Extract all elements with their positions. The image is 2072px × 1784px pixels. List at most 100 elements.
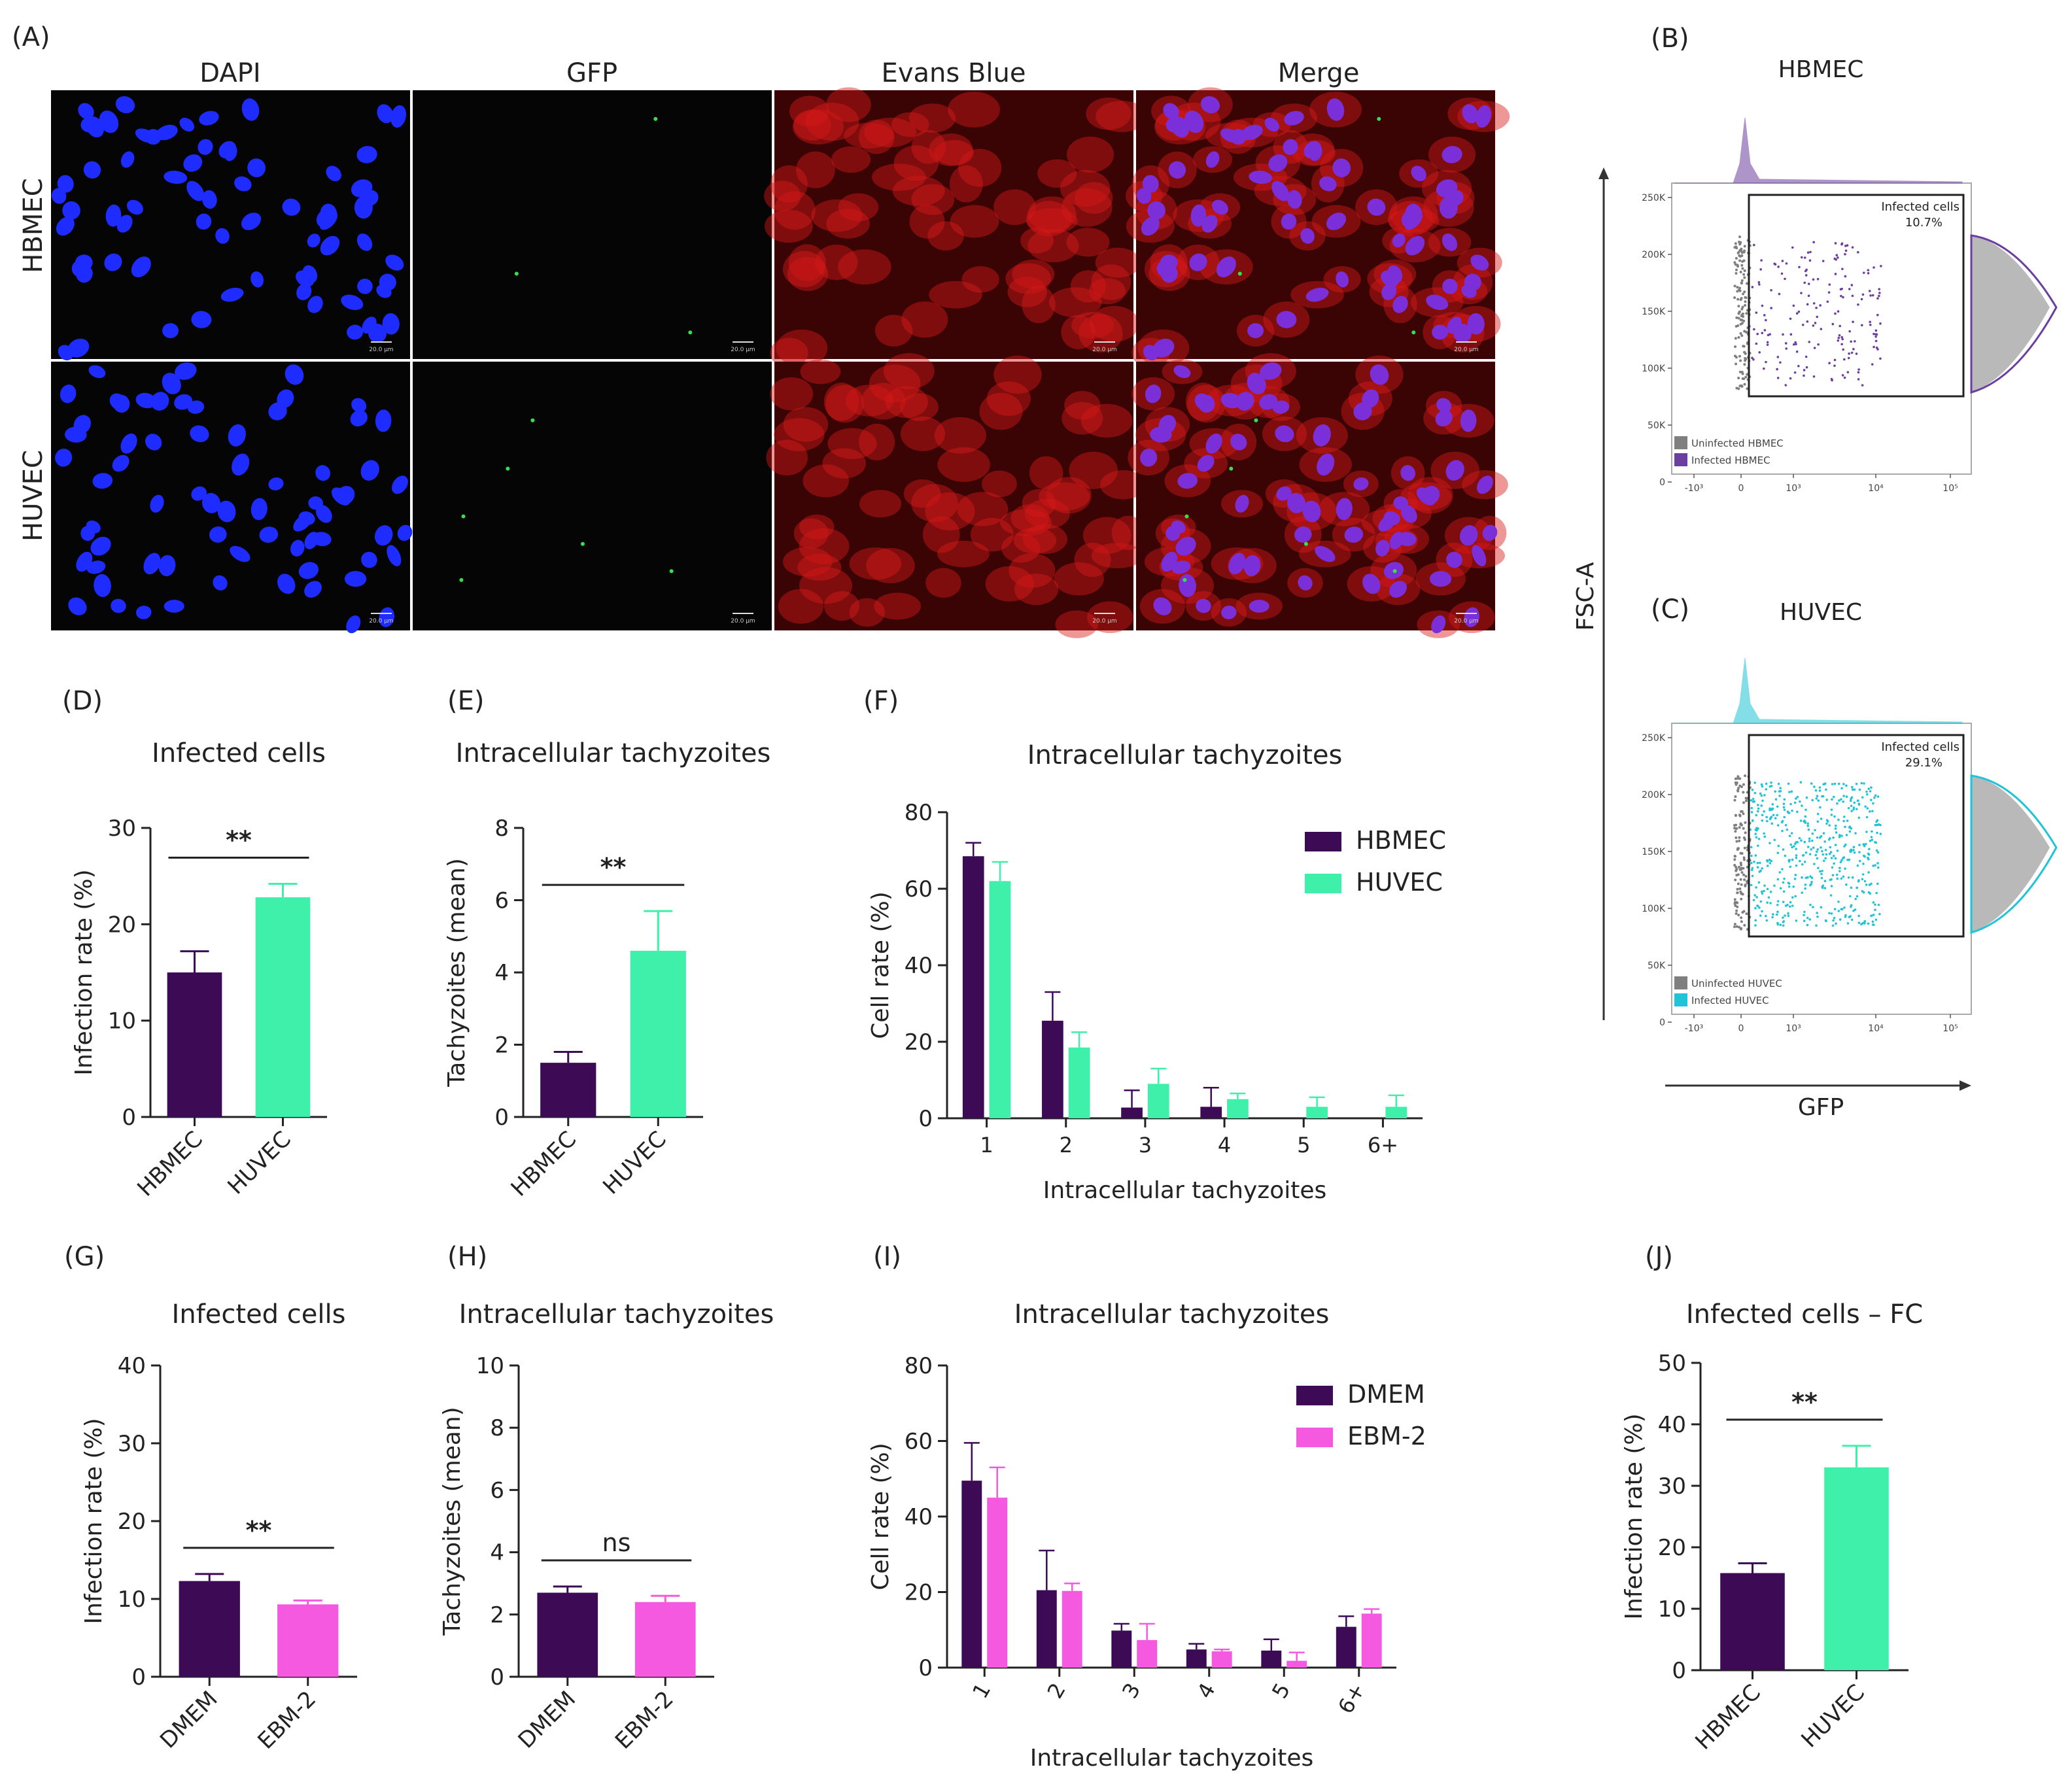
- chart-title: Intracellular tachyzoites: [1027, 740, 1343, 770]
- flow-y-tick: 250K: [1642, 193, 1666, 203]
- flow-legend-label: Uninfected HUVEC: [1691, 978, 1782, 989]
- flow-plot-hbmec: 250K 200K 150K 100K 50K 0 -10³ 0 10³ 10⁴ 10⁵ Infect…: [1642, 117, 2058, 494]
- x-tick-label: 3: [1139, 1133, 1152, 1158]
- panel-c: (C) HUVEC 250K 200K 150K 100K 50K 0 -10³ 0 10³ 10…: [1642, 594, 2058, 1034]
- y-axis-label: Infection rate (%): [71, 869, 97, 1075]
- flow-x-tick: 10⁵: [1943, 483, 1958, 494]
- flow-legend-swatch: [1674, 453, 1687, 466]
- scale-bar-label: 20.0 µm: [731, 618, 755, 625]
- bar-dmem-2: [1036, 1590, 1057, 1668]
- flow-y-tick: 150K: [1642, 847, 1666, 857]
- y-tick-label: 6: [490, 1477, 504, 1503]
- micrograph-merge-huvec: 20.0 µm: [1128, 353, 1508, 638]
- y-tick-label: 4: [490, 1540, 504, 1566]
- y-tick-label: 40: [1658, 1412, 1686, 1438]
- y-tick-label: 10: [1658, 1596, 1686, 1622]
- bar-hbmec-4: [1200, 1106, 1222, 1118]
- panel-a: (A) DAPI GFP Evans Blue Merge HBMEC HUVE…: [12, 22, 1510, 638]
- bar-dmem-1: [961, 1481, 982, 1668]
- panel-g-letter: (G): [64, 1242, 105, 1272]
- x-tick-label: 1: [980, 1133, 993, 1158]
- flow-y-axis-label: FSC-A: [1572, 562, 1599, 630]
- bar-ebm-2-4: [1211, 1651, 1232, 1668]
- y-tick-label: 0: [490, 1664, 504, 1690]
- flow-gate-label: Infected cells: [1881, 740, 1960, 754]
- column-label-gfp: GFP: [566, 58, 617, 88]
- micrograph-dapi-huvec: 20.0 µm: [51, 362, 413, 634]
- legend-swatch-huvec: [1305, 874, 1341, 893]
- panel-b-letter: (B): [1651, 24, 1689, 54]
- y-tick-label: 10: [108, 1008, 136, 1035]
- y-tick-label: 20: [108, 912, 136, 938]
- flow-y-tick: 0: [1659, 477, 1665, 488]
- bar-ebm-2-2: [1062, 1590, 1082, 1668]
- y-tick-label: 60: [905, 876, 933, 902]
- significance-label: **: [1791, 1388, 1818, 1416]
- micrograph-gfp-hbmec: 20.0 µm: [413, 90, 772, 359]
- y-tick-label: 40: [905, 953, 933, 979]
- chart-title: Intracellular tachyzoites: [1014, 1299, 1330, 1329]
- column-label-dapi: DAPI: [199, 58, 260, 88]
- y-tick-label: 0: [918, 1106, 933, 1132]
- panel-f-letter: (F): [863, 686, 899, 716]
- bar-huvec-2: [1068, 1047, 1090, 1118]
- flow-x-tick: 0: [1738, 483, 1744, 494]
- y-tick-label: 10: [476, 1353, 504, 1379]
- y-tick-label: 2: [494, 1033, 509, 1059]
- flow-x-tick: -10³: [1685, 483, 1703, 494]
- bar-hbmec-2: [1042, 1020, 1063, 1118]
- y-tick-label: 8: [490, 1415, 504, 1441]
- bar-dmem: [537, 1592, 598, 1677]
- y-tick-label: 20: [905, 1580, 933, 1606]
- y-tick-label: 2: [490, 1602, 504, 1628]
- y-axis-label: Cell rate (%): [867, 891, 894, 1039]
- micrograph-evans-hbmec: 20.0 µm: [764, 87, 1148, 368]
- chart-title: Infected cells: [152, 738, 326, 768]
- bar-huvec-4: [1227, 1099, 1249, 1118]
- flow-legend-label: Infected HBMEC: [1691, 455, 1770, 466]
- bar-dmem-4: [1186, 1649, 1207, 1668]
- bar-dmem-6+: [1336, 1626, 1356, 1668]
- bar-dmem-3: [1111, 1630, 1132, 1668]
- y-tick-label: 30: [1658, 1473, 1686, 1500]
- scale-bar-label: 20.0 µm: [369, 347, 393, 353]
- y-tick-label: 0: [131, 1664, 146, 1690]
- y-tick-label: 0: [494, 1105, 509, 1131]
- x-tick-label: 6+: [1368, 1133, 1398, 1158]
- flow-x-tick: 10⁴: [1868, 483, 1884, 494]
- flow-plot-huvec: 250K 200K 150K 100K 50K 0 -10³ 0 10³ 10⁴ 10⁵ Infect…: [1642, 657, 2058, 1034]
- x-axis-label: Intracellular tachyzoites: [1043, 1177, 1327, 1204]
- y-tick-label: 10: [118, 1587, 146, 1613]
- x-tick-label: 5: [1297, 1133, 1310, 1158]
- flow-legend-swatch: [1674, 436, 1687, 449]
- legend-label: HBMEC: [1356, 826, 1446, 855]
- micrograph-gfp-huvec: 20.0 µm: [413, 362, 772, 630]
- y-tick-label: 30: [108, 815, 136, 842]
- micrograph-merge-hbmec: 20.0 µm: [1126, 87, 1510, 368]
- row-label-huvec: HUVEC: [18, 450, 48, 541]
- y-tick-label: 6: [494, 888, 509, 914]
- bar-huvec-3: [1147, 1084, 1169, 1118]
- scale-bar-label: 20.0 µm: [1092, 618, 1116, 625]
- flow-y-tick: 100K: [1642, 364, 1666, 374]
- scale-bar-label: 20.0 µm: [731, 347, 755, 353]
- flow-x-tick: 0: [1738, 1023, 1744, 1034]
- flow-shared-axes: FSC-A GFP: [1572, 167, 1971, 1121]
- legend-swatch-hbmec: [1305, 832, 1341, 851]
- bar-huvec: [255, 897, 311, 1117]
- scale-bar-label: 20.0 µm: [1454, 347, 1478, 353]
- column-label-evans-blue: Evans Blue: [882, 58, 1026, 88]
- x-tick-label: 4: [1218, 1133, 1231, 1158]
- y-tick-label: 20: [905, 1029, 933, 1055]
- chart-f: (F) Intracellular tachyzoites 0 20 40 60 80 Cel…: [863, 686, 1446, 1204]
- flow-y-tick: 150K: [1642, 307, 1666, 317]
- flow-y-tick: 200K: [1642, 790, 1666, 800]
- y-tick-label: 0: [918, 1655, 933, 1681]
- y-tick-label: 50: [1658, 1350, 1686, 1377]
- panel-b: (B) HBMEC 250K 200K 150K 100K 50K 0 -10³ 0 10³ 10…: [1642, 24, 2058, 494]
- flow-y-tick: 0: [1659, 1018, 1665, 1028]
- legend-label: HUVEC: [1356, 868, 1443, 897]
- flow-top-histogram: [1674, 657, 1963, 724]
- bar-hbmec: [1720, 1573, 1785, 1670]
